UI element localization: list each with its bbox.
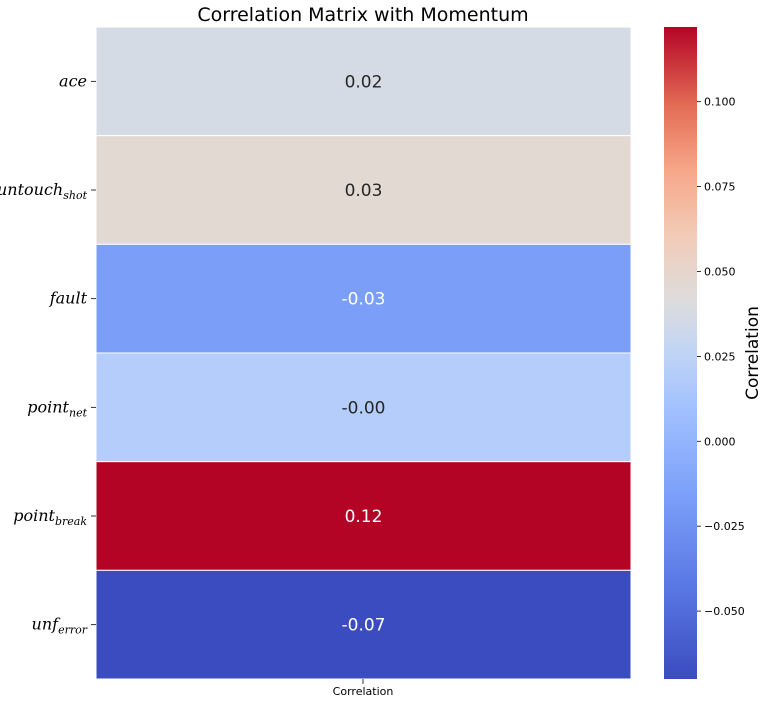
colorbar-tick-label: 0.025 xyxy=(704,350,736,363)
heatmap-cell xyxy=(95,569,632,680)
heatmap-cell xyxy=(95,26,632,137)
row-label: fault xyxy=(49,289,88,308)
x-tick-label: Correlation xyxy=(333,685,394,698)
heatmap-cell xyxy=(95,243,632,354)
row-label: untouchshot xyxy=(0,180,88,202)
heatmap-cell xyxy=(95,461,632,571)
cell-value-label: -0.03 xyxy=(342,290,386,310)
row-labels: ace untouchshot fault pointnet pointbreak unf… xyxy=(0,71,96,637)
colorbar-ticks: 0.100 0.075 0.050 0.025 0.000 −0.025 −0.050 xyxy=(697,96,745,618)
heatmap-cell xyxy=(95,352,632,463)
heatmap-cells: 0.02 0.03 -0.03 -0.00 0.12 -0.07 xyxy=(95,26,632,680)
cell-value-label: 0.03 xyxy=(345,181,383,201)
colorbar-tick-label: −0.050 xyxy=(704,605,745,618)
colorbar-label: Correlation xyxy=(743,306,763,400)
colorbar-tick-label: 0.000 xyxy=(704,435,736,448)
chart-title: Correlation Matrix with Momentum xyxy=(197,4,528,26)
cell-value-label: 0.02 xyxy=(345,72,383,92)
colorbar xyxy=(664,27,697,679)
cell-value-label: 0.12 xyxy=(345,507,383,527)
colorbar-tick-label: 0.050 xyxy=(704,266,736,279)
heatmap-cell xyxy=(95,135,632,245)
cell-value-label: -0.00 xyxy=(342,398,386,418)
row-label: pointbreak xyxy=(13,506,87,528)
row-label: ace xyxy=(59,71,87,90)
colorbar-tick-label: 0.075 xyxy=(704,181,736,194)
row-label: pointnet xyxy=(27,397,87,419)
cell-value-label: -0.07 xyxy=(342,616,386,636)
colorbar-tick-label: −0.025 xyxy=(704,520,745,533)
colorbar-tick-label: 0.100 xyxy=(704,96,736,109)
row-label: unferror xyxy=(32,615,88,637)
